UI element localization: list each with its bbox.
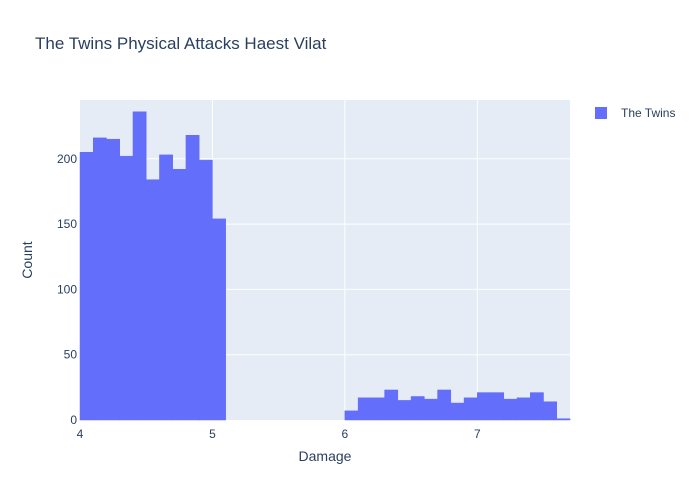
histogram-bar [79, 151, 94, 421]
histogram-bar [556, 418, 571, 421]
y-tick-label: 200 [57, 152, 77, 166]
y-tick-label: 50 [64, 348, 78, 362]
histogram-bar [463, 397, 478, 421]
legend-swatch [595, 107, 607, 119]
x-tick-label: 6 [342, 427, 349, 441]
y-axis-title: Count [19, 241, 35, 278]
histogram-bar [490, 392, 505, 421]
histogram-bar [344, 410, 359, 421]
histogram-bar [437, 389, 452, 421]
histogram-bar [410, 396, 425, 421]
histogram-bar [543, 401, 558, 421]
histogram-bar [450, 402, 465, 421]
legend[interactable]: The Twins [595, 106, 675, 120]
histogram-bar [397, 400, 412, 421]
histogram-bar [132, 111, 147, 421]
x-tick-label: 4 [77, 427, 84, 441]
histogram-bar [530, 392, 544, 421]
x-tick-label: 5 [209, 427, 216, 441]
y-tick-label: 150 [57, 217, 77, 231]
histogram-bar [198, 159, 213, 421]
histogram-bar [159, 154, 173, 421]
histogram-bar [477, 392, 491, 421]
histogram-bar [384, 389, 399, 421]
histogram-bar [172, 168, 187, 421]
histogram-bar [371, 397, 385, 421]
y-tick-label: 100 [57, 282, 77, 296]
x-axis-title: Damage [299, 448, 352, 464]
histogram-bar [92, 137, 107, 421]
histogram-bar [212, 218, 226, 421]
y-tick-label: 0 [70, 413, 77, 427]
histogram-bar [145, 179, 160, 421]
legend-label: The Twins [621, 106, 676, 120]
histogram-bar [119, 155, 134, 421]
histogram-bar [424, 398, 438, 421]
histogram-bar [503, 398, 518, 421]
histogram-bar [357, 397, 372, 421]
histogram-bar [185, 135, 200, 421]
x-tick-label: 7 [474, 427, 481, 441]
chart-title: The Twins Physical Attacks Haest Vilat [35, 34, 327, 53]
histogram-bar [106, 138, 120, 421]
histogram-bar [516, 397, 531, 421]
